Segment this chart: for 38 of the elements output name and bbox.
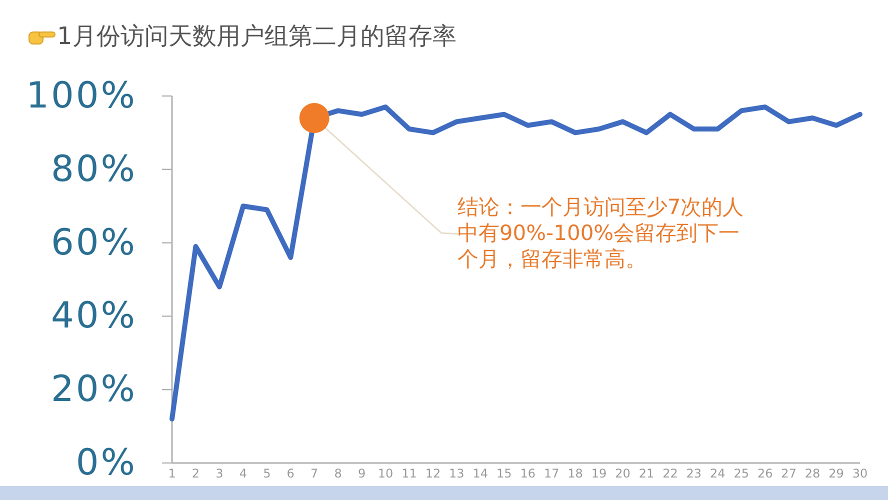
x-tick-label: 2 xyxy=(192,466,200,481)
x-tick-label: 19 xyxy=(591,466,607,481)
x-tick-label: 16 xyxy=(520,466,536,481)
x-tick-label: 13 xyxy=(449,466,464,481)
x-tick-label: 24 xyxy=(710,466,726,481)
x-tick-label: 22 xyxy=(662,466,678,481)
x-tick-label: 29 xyxy=(828,466,844,481)
x-tick-label: 15 xyxy=(496,466,512,481)
x-tick-label: 7 xyxy=(310,466,318,481)
x-tick-label: 12 xyxy=(425,466,441,481)
x-tick-label: 9 xyxy=(358,466,366,481)
x-tick-label: 8 xyxy=(334,466,342,481)
x-tick-label: 28 xyxy=(804,466,820,481)
x-tick-label: 30 xyxy=(852,466,868,481)
chart-title: 1月份访问天数用户组第二月的留存率 xyxy=(57,22,456,50)
x-tick-label: 11 xyxy=(402,466,417,481)
x-tick-label: 23 xyxy=(686,466,702,481)
x-tick-label: 17 xyxy=(544,466,560,481)
x-tick-label: 3 xyxy=(216,466,224,481)
x-tick-label: 5 xyxy=(263,466,271,481)
x-tick-label: 1 xyxy=(168,466,176,481)
x-tick-label: 14 xyxy=(472,466,488,481)
x-tick-label: 10 xyxy=(378,466,394,481)
x-tick-label: 25 xyxy=(734,466,750,481)
y-tick-label: 20% xyxy=(50,369,137,410)
x-tick-label: 21 xyxy=(638,466,654,481)
y-tick-label: 40% xyxy=(50,296,137,337)
y-tick-label: 60% xyxy=(50,222,137,264)
x-tick-label: 20 xyxy=(615,466,630,481)
x-tick-label: 18 xyxy=(568,466,583,481)
y-tick-label: 100% xyxy=(26,76,137,117)
y-tick-label: 80% xyxy=(50,148,137,190)
annotation: 结论：一个月访问至少7次的人中有90%-100%会留存到下一个月，留存非常高。 xyxy=(457,195,744,272)
y-tick-label: 0% xyxy=(76,442,137,484)
x-tick-label: 27 xyxy=(781,466,796,481)
x-tick-label: 4 xyxy=(239,466,247,481)
x-tick-label: 26 xyxy=(757,466,773,481)
x-tick-label: 6 xyxy=(286,466,294,481)
